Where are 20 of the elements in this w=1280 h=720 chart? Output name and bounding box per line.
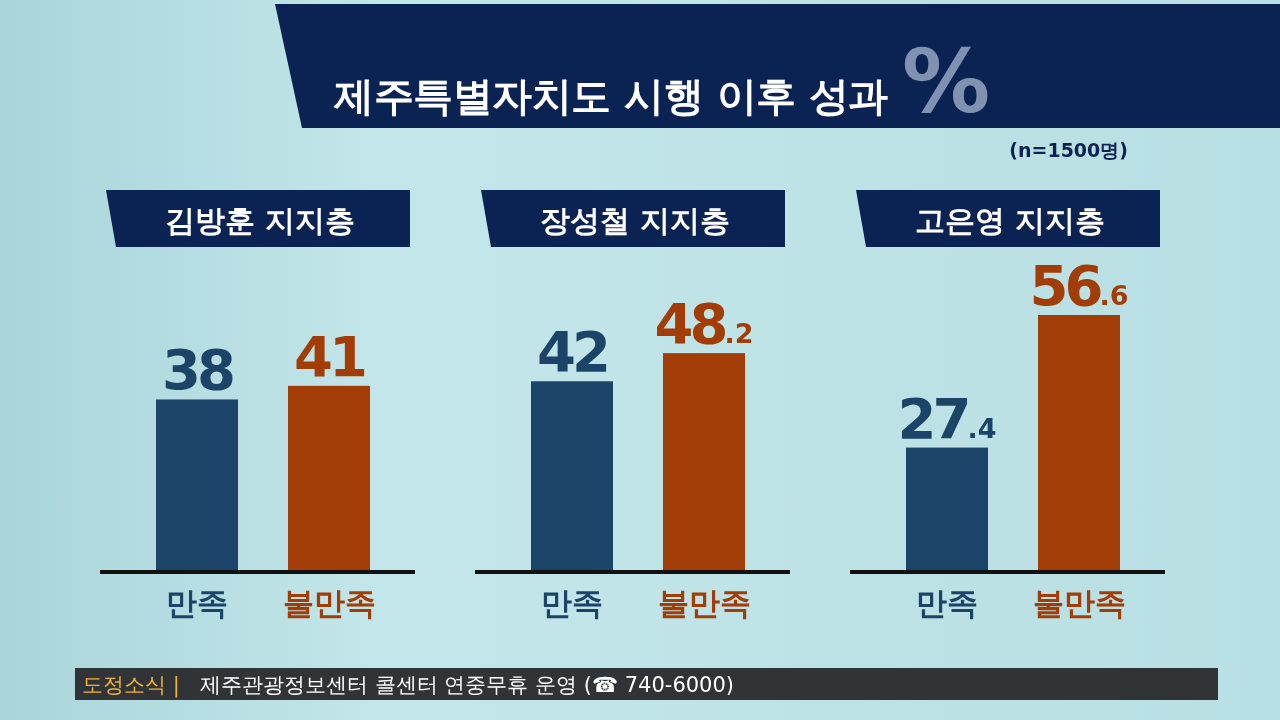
chart-title: 김방훈 지지층: [164, 203, 356, 238]
x-tick-label: 만족: [916, 585, 978, 621]
chart-title: 장성철 지지층: [539, 203, 731, 238]
x-tick-label: 불만족: [657, 585, 751, 621]
x-tick-label: 만족: [541, 585, 603, 621]
data-label: 38: [162, 337, 233, 403]
data-label: 41: [294, 323, 365, 389]
x-tick-label: 만족: [166, 585, 228, 621]
data-label: 42: [537, 319, 607, 385]
data-label: 48.2: [654, 291, 754, 357]
data-label: 27.4: [897, 385, 997, 451]
data-label: 56.6: [1029, 253, 1129, 318]
text: %: [902, 30, 991, 133]
text: 제주관광정보센터 콜센터 연중무휴 운영 (☎ 740-6000): [200, 673, 735, 697]
x-tick-label: 불만족: [1032, 585, 1126, 621]
text: 제주특별자치도 시행 이후 성과: [333, 73, 889, 119]
text: 도정소식 |: [82, 673, 180, 698]
x-tick-label: 불만족: [282, 585, 376, 621]
chart-title: 고은영 지지층: [914, 203, 1106, 238]
text: (n=1500명): [1009, 139, 1128, 161]
